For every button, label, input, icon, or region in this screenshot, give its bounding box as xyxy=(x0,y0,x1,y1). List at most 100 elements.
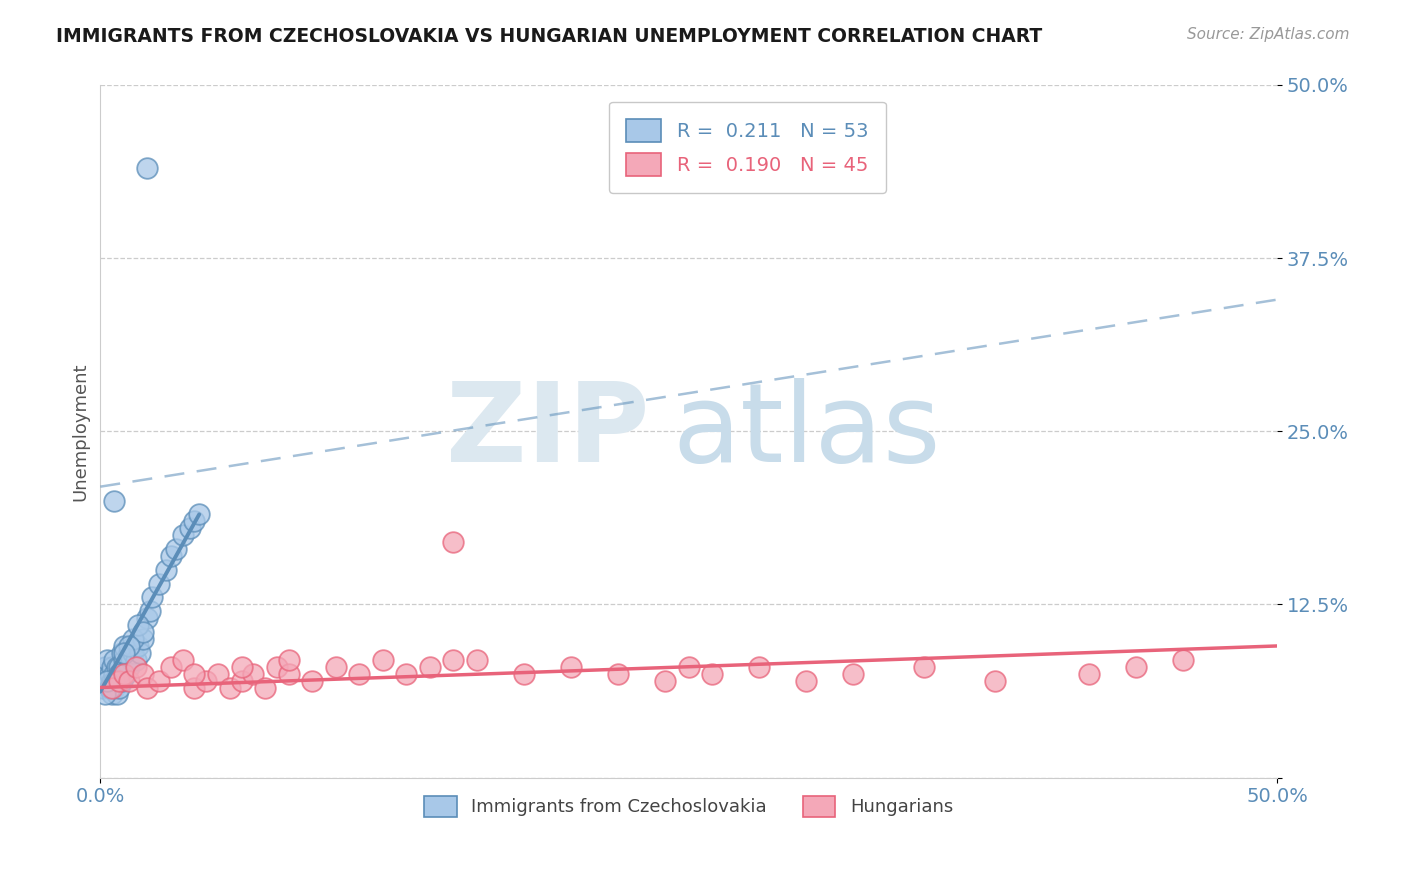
Point xyxy=(183,514,205,528)
Point xyxy=(183,681,205,695)
Point xyxy=(395,666,418,681)
Point xyxy=(117,659,139,673)
Text: Source: ZipAtlas.com: Source: ZipAtlas.com xyxy=(1187,27,1350,42)
Point xyxy=(136,161,159,175)
Point xyxy=(96,653,118,667)
Point xyxy=(465,653,488,667)
Point xyxy=(98,681,121,695)
Point xyxy=(110,646,132,660)
Point xyxy=(112,666,135,681)
Point xyxy=(96,673,118,688)
Y-axis label: Unemployment: Unemployment xyxy=(72,362,89,500)
Point xyxy=(101,659,124,673)
Point xyxy=(188,508,211,522)
Point xyxy=(110,673,132,688)
Point xyxy=(117,639,139,653)
Point xyxy=(127,618,149,632)
Point xyxy=(127,639,149,653)
Point xyxy=(678,659,700,673)
Point xyxy=(139,604,162,618)
Point xyxy=(91,681,114,695)
Text: ZIP: ZIP xyxy=(446,377,650,484)
Point xyxy=(654,673,676,688)
Point xyxy=(148,673,170,688)
Point xyxy=(301,673,323,688)
Point xyxy=(94,659,117,673)
Point xyxy=(183,666,205,681)
Point xyxy=(132,632,155,646)
Point xyxy=(419,659,441,673)
Point xyxy=(122,639,145,653)
Point xyxy=(108,666,131,681)
Point xyxy=(748,659,770,673)
Point xyxy=(105,673,128,688)
Point xyxy=(124,659,146,673)
Point xyxy=(371,653,394,667)
Point xyxy=(132,625,155,640)
Point xyxy=(136,611,159,625)
Point xyxy=(122,632,145,646)
Point xyxy=(231,673,253,688)
Point xyxy=(108,673,131,688)
Point xyxy=(136,681,159,695)
Point xyxy=(103,673,125,688)
Point xyxy=(560,659,582,673)
Point xyxy=(325,659,347,673)
Point xyxy=(179,521,201,535)
Point xyxy=(148,576,170,591)
Point xyxy=(105,688,128,702)
Point xyxy=(124,653,146,667)
Point xyxy=(117,646,139,660)
Point xyxy=(101,681,124,695)
Point xyxy=(195,673,218,688)
Point xyxy=(231,659,253,673)
Point xyxy=(218,681,240,695)
Point xyxy=(96,673,118,688)
Point xyxy=(165,541,187,556)
Point xyxy=(1171,653,1194,667)
Point xyxy=(103,653,125,667)
Legend: Immigrants from Czechoslovakia, Hungarians: Immigrants from Czechoslovakia, Hungaria… xyxy=(418,789,960,824)
Point xyxy=(108,659,131,673)
Point xyxy=(155,563,177,577)
Point xyxy=(277,666,299,681)
Point xyxy=(983,673,1005,688)
Point xyxy=(108,681,131,695)
Point xyxy=(441,535,464,549)
Point xyxy=(98,681,121,695)
Text: atlas: atlas xyxy=(672,377,941,484)
Point xyxy=(160,549,183,563)
Point xyxy=(141,591,163,605)
Point xyxy=(607,666,630,681)
Text: IMMIGRANTS FROM CZECHOSLOVAKIA VS HUNGARIAN UNEMPLOYMENT CORRELATION CHART: IMMIGRANTS FROM CZECHOSLOVAKIA VS HUNGAR… xyxy=(56,27,1042,45)
Point xyxy=(513,666,536,681)
Point xyxy=(441,653,464,667)
Point xyxy=(912,659,935,673)
Point xyxy=(1125,659,1147,673)
Point xyxy=(842,666,865,681)
Point xyxy=(702,666,724,681)
Point xyxy=(117,673,139,688)
Point xyxy=(242,666,264,681)
Point xyxy=(115,666,138,681)
Point xyxy=(103,681,125,695)
Point xyxy=(101,673,124,688)
Point xyxy=(160,659,183,673)
Point xyxy=(112,646,135,660)
Point xyxy=(112,639,135,653)
Point xyxy=(254,681,277,695)
Point xyxy=(172,528,194,542)
Point xyxy=(105,659,128,673)
Point xyxy=(266,659,288,673)
Point xyxy=(347,666,370,681)
Point xyxy=(207,666,229,681)
Point xyxy=(101,688,124,702)
Point xyxy=(94,666,117,681)
Point xyxy=(1077,666,1099,681)
Point xyxy=(172,653,194,667)
Point xyxy=(94,688,117,702)
Point xyxy=(103,666,125,681)
Point xyxy=(98,666,121,681)
Point xyxy=(277,653,299,667)
Point xyxy=(794,673,817,688)
